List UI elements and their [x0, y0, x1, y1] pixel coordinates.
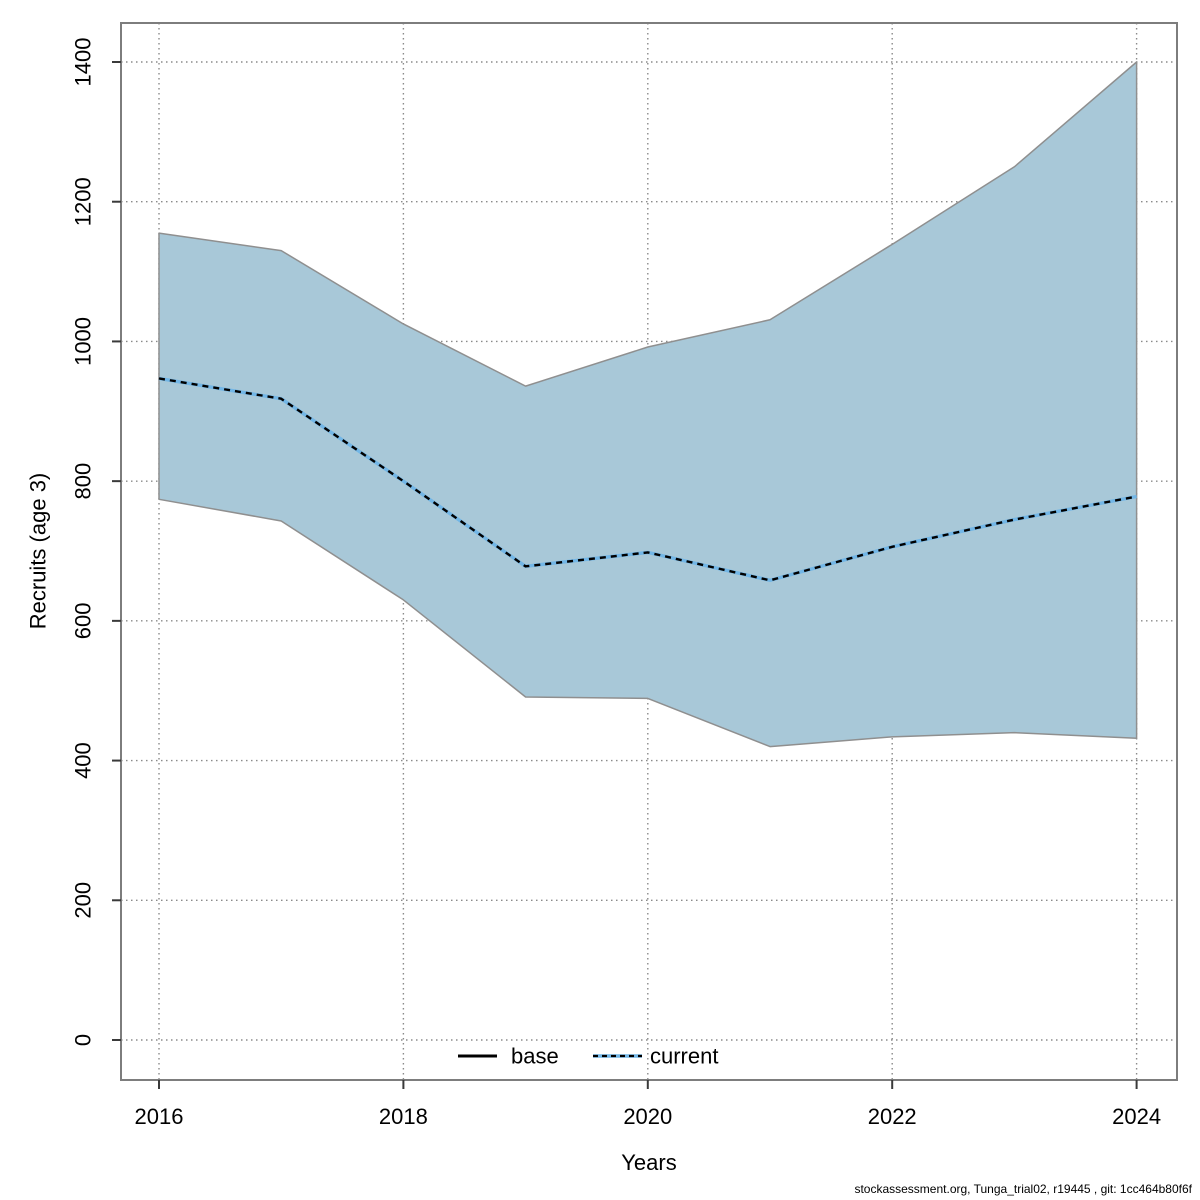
current-median-line-dotted	[158, 377, 1137, 582]
y-tick-label: 1400	[71, 38, 96, 87]
y-tick-label: 1000	[71, 317, 96, 366]
y-tick-label: 200	[71, 882, 96, 919]
x-axis-title: Years	[621, 1150, 676, 1175]
footer-attribution: stockassessment.org, Tunga_trial02, r194…	[854, 1182, 1192, 1196]
y-axis-title: Recruits (age 3)	[26, 473, 51, 630]
y-tick-label: 600	[71, 602, 96, 639]
legend-base-label: base	[511, 1044, 559, 1069]
axis-tick-labels: 0 200 400 600 800 1000 1200 1400 2016 2018 2020 202…	[71, 38, 1162, 1129]
confidence-band-layer	[158, 61, 1138, 748]
confidence-band	[158, 61, 1138, 748]
x-tick-label: 2016	[135, 1104, 184, 1129]
x-tick-label: 2018	[379, 1104, 428, 1129]
median-line-layer	[158, 376, 1137, 583]
y-tick-label: 400	[71, 742, 96, 779]
legend-current-label: current	[650, 1044, 718, 1069]
y-tick-label: 1200	[71, 177, 96, 226]
x-tick-label: 2020	[623, 1104, 672, 1129]
axis-ticks	[112, 61, 1138, 1089]
y-tick-label: 800	[71, 463, 96, 500]
y-tick-label: 0	[71, 1034, 96, 1046]
x-tick-label: 2022	[868, 1104, 917, 1129]
x-tick-label: 2024	[1112, 1104, 1161, 1129]
plot-border	[120, 22, 1178, 1081]
legend: base current	[458, 1044, 718, 1069]
